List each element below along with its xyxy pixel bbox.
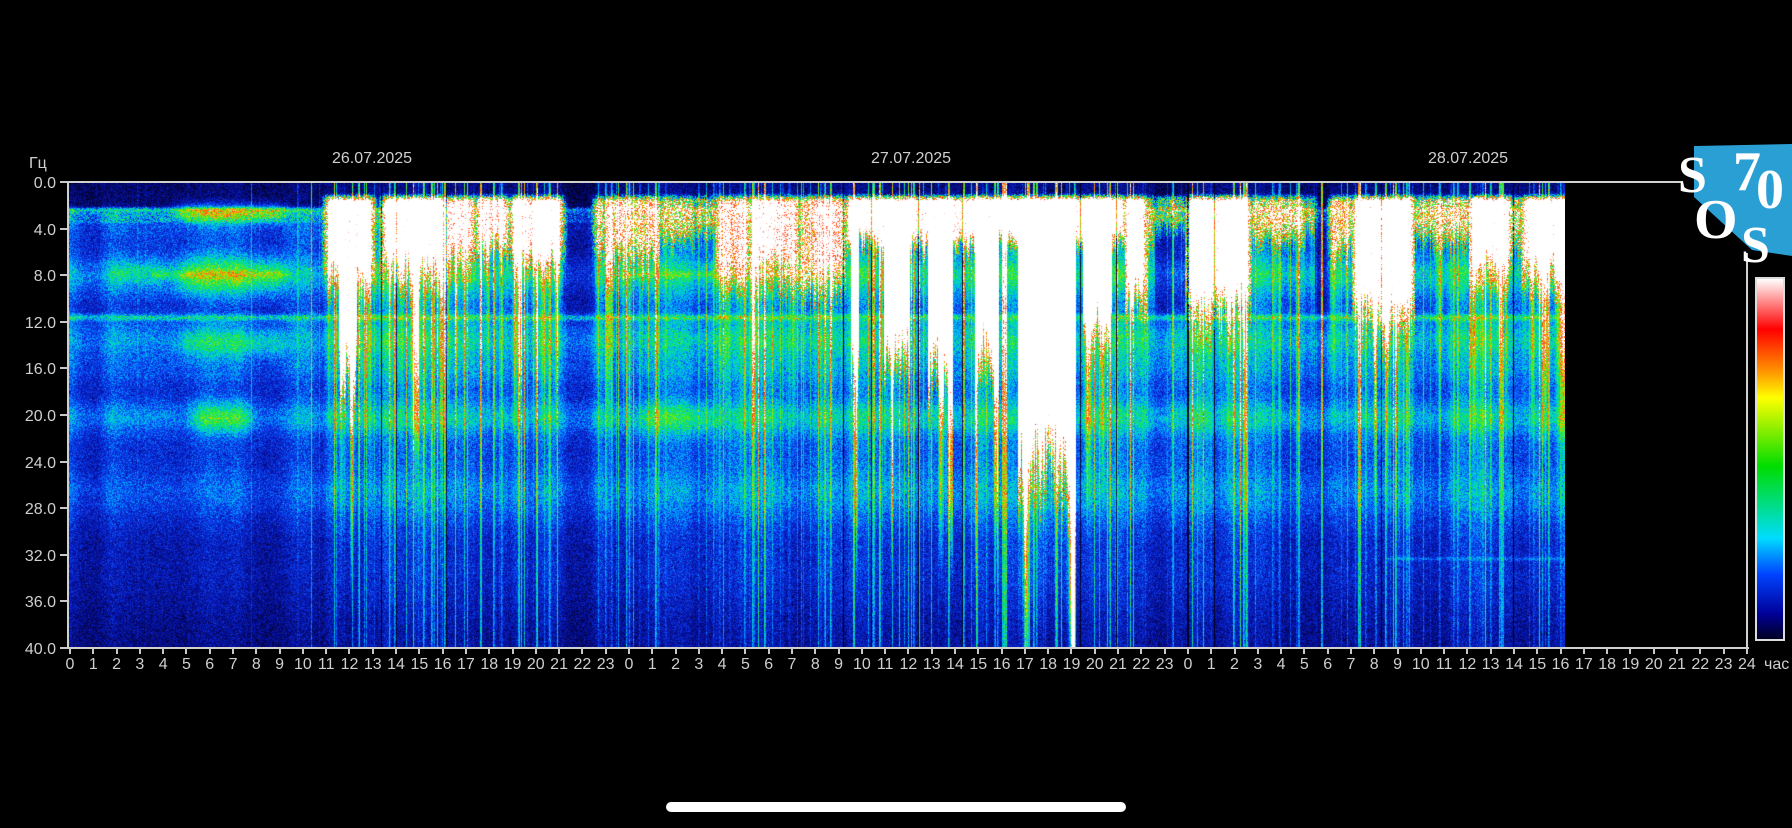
svg-text:S: S [1741,217,1770,270]
svg-text:0: 0 [1756,159,1784,221]
svg-text:O: O [1694,189,1738,251]
svg-text:7: 7 [1733,141,1761,203]
svg-text:S: S [1678,147,1707,204]
